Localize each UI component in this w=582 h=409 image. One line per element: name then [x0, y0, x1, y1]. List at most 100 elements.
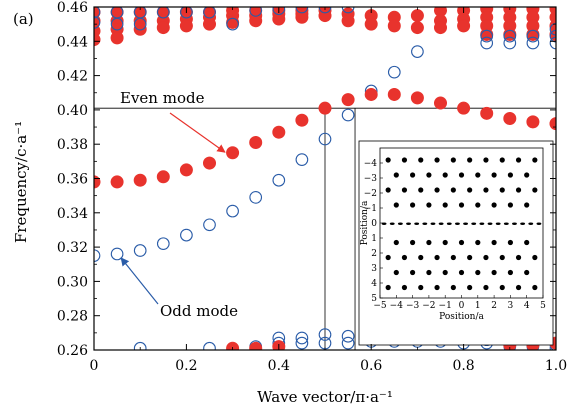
data-point: [226, 204, 239, 218]
inset-lattice-rod: [524, 239, 530, 246]
data-point: [341, 7, 355, 14]
inset-lattice-rod: [426, 239, 432, 246]
data-point: [203, 7, 216, 19]
data-point: [203, 341, 216, 350]
data-point: [226, 341, 240, 350]
inset-lattice-rod: [438, 222, 444, 225]
inset-lattice-rod: [507, 269, 513, 276]
inset-lattice-rod: [418, 187, 424, 193]
data-point: [341, 336, 355, 350]
data-point: [226, 146, 240, 160]
inset-lattice-rod: [515, 187, 522, 193]
inset-lattice-rod: [483, 157, 489, 163]
inset-lattice-rod: [458, 239, 465, 246]
inset-lattice-rod: [393, 202, 399, 208]
inset-lattice-rod: [532, 284, 538, 291]
inset-lattice-rod: [410, 239, 416, 246]
data-point: [94, 16, 101, 29]
inset-lattice-rod: [532, 254, 538, 261]
inset-lattice-rod: [410, 172, 416, 178]
inset-x-tick-label: 0: [459, 301, 465, 311]
data-point: [295, 7, 309, 14]
data-point: [272, 173, 286, 187]
data-point: [318, 101, 332, 115]
inset-lattice-rod: [389, 222, 395, 225]
inset-y-tick-label: −2: [364, 189, 377, 199]
inset-lattice-rod: [491, 202, 497, 208]
inset-lattice-rod: [520, 222, 526, 225]
inset-lattice-rod: [458, 202, 465, 208]
inset-lattice-rod: [524, 202, 530, 208]
inset-y-tick-label: 5: [371, 294, 377, 304]
data-point: [203, 156, 217, 170]
data-point: [549, 341, 556, 350]
data-point: [295, 336, 309, 350]
data-point: [94, 249, 101, 263]
inset-lattice-rod: [499, 187, 505, 193]
inset-lattice-rod: [410, 269, 416, 276]
data-point: [272, 7, 286, 16]
inset-y-tick-label: 0: [371, 219, 377, 229]
inset-lattice-rod: [426, 172, 432, 178]
inset-x-tick-label: −3: [406, 301, 420, 311]
data-point: [133, 17, 147, 31]
data-point: [503, 29, 517, 43]
data-point: [341, 329, 355, 343]
y-tick-label: 0.44: [57, 34, 88, 50]
inset-lattice-rod: [495, 222, 501, 225]
inset-x-tick-label: −2: [422, 301, 435, 311]
data-point: [94, 7, 101, 19]
data-point: [480, 36, 494, 50]
axes: 0 0.2 0.4 0.6 0.8 1.0 0.26 0.28 0.30 0.32 0.34 0.36…: [57, 0, 567, 374]
data-point: [549, 29, 556, 43]
x-tick-label: 0.8: [452, 358, 474, 374]
y-tick-label: 0.40: [57, 103, 88, 119]
inset-lattice-rod: [483, 187, 489, 193]
data-point: [526, 29, 540, 43]
data-point: [249, 7, 263, 17]
inset-lattice-rod: [467, 157, 473, 163]
inset-lattice-rod: [524, 172, 530, 178]
inset-lattice-rod: [393, 269, 399, 276]
even-mode-arrow: [169, 112, 226, 153]
data-point: [411, 45, 424, 58]
inset-lattice-rod: [385, 187, 391, 193]
data-point: [457, 19, 471, 33]
inset-lattice-rod: [491, 239, 497, 246]
x-tick-label: 1.0: [545, 358, 567, 374]
data-point: [318, 132, 332, 146]
data-point: [549, 36, 556, 50]
inset-lattice-rod: [467, 254, 473, 261]
panel-label: (a): [13, 10, 34, 28]
data-point: [295, 113, 309, 127]
y-tick-label: 0.32: [57, 240, 88, 256]
inset-x-tick-label: 4: [524, 301, 530, 311]
inset-lattice-rod: [418, 157, 424, 163]
data-point: [503, 111, 517, 125]
x-tick-label: 0.4: [268, 358, 290, 374]
inset-x-tick-label: −5: [373, 301, 387, 311]
inset-lattice-rod: [393, 172, 399, 178]
inset-lattice-rod: [483, 254, 489, 261]
inset-y-tick-label: −1: [364, 204, 377, 214]
data-point: [387, 19, 401, 33]
data-point: [156, 170, 170, 184]
data-point: [203, 17, 217, 31]
inset-lattice-rod: [446, 222, 452, 225]
data-point: [156, 237, 170, 251]
data-point: [180, 7, 193, 19]
data-point: [133, 341, 147, 350]
data-point: [387, 65, 401, 79]
x-axis-label: Wave vector/π·a⁻¹: [257, 388, 393, 406]
inset-lattice-rod: [450, 157, 456, 163]
data-point: [133, 173, 147, 187]
data-point: [110, 17, 124, 31]
inset-lattice-rod: [503, 222, 509, 225]
inset-lattice-rod: [499, 157, 505, 163]
data-point: [249, 341, 263, 350]
inset-lattice-rod: [467, 187, 473, 193]
inset-lattice-rod: [401, 187, 408, 193]
inset-lattice-rod: [512, 222, 517, 225]
x-tick-label: 0: [90, 358, 99, 374]
data-point: [410, 91, 424, 105]
